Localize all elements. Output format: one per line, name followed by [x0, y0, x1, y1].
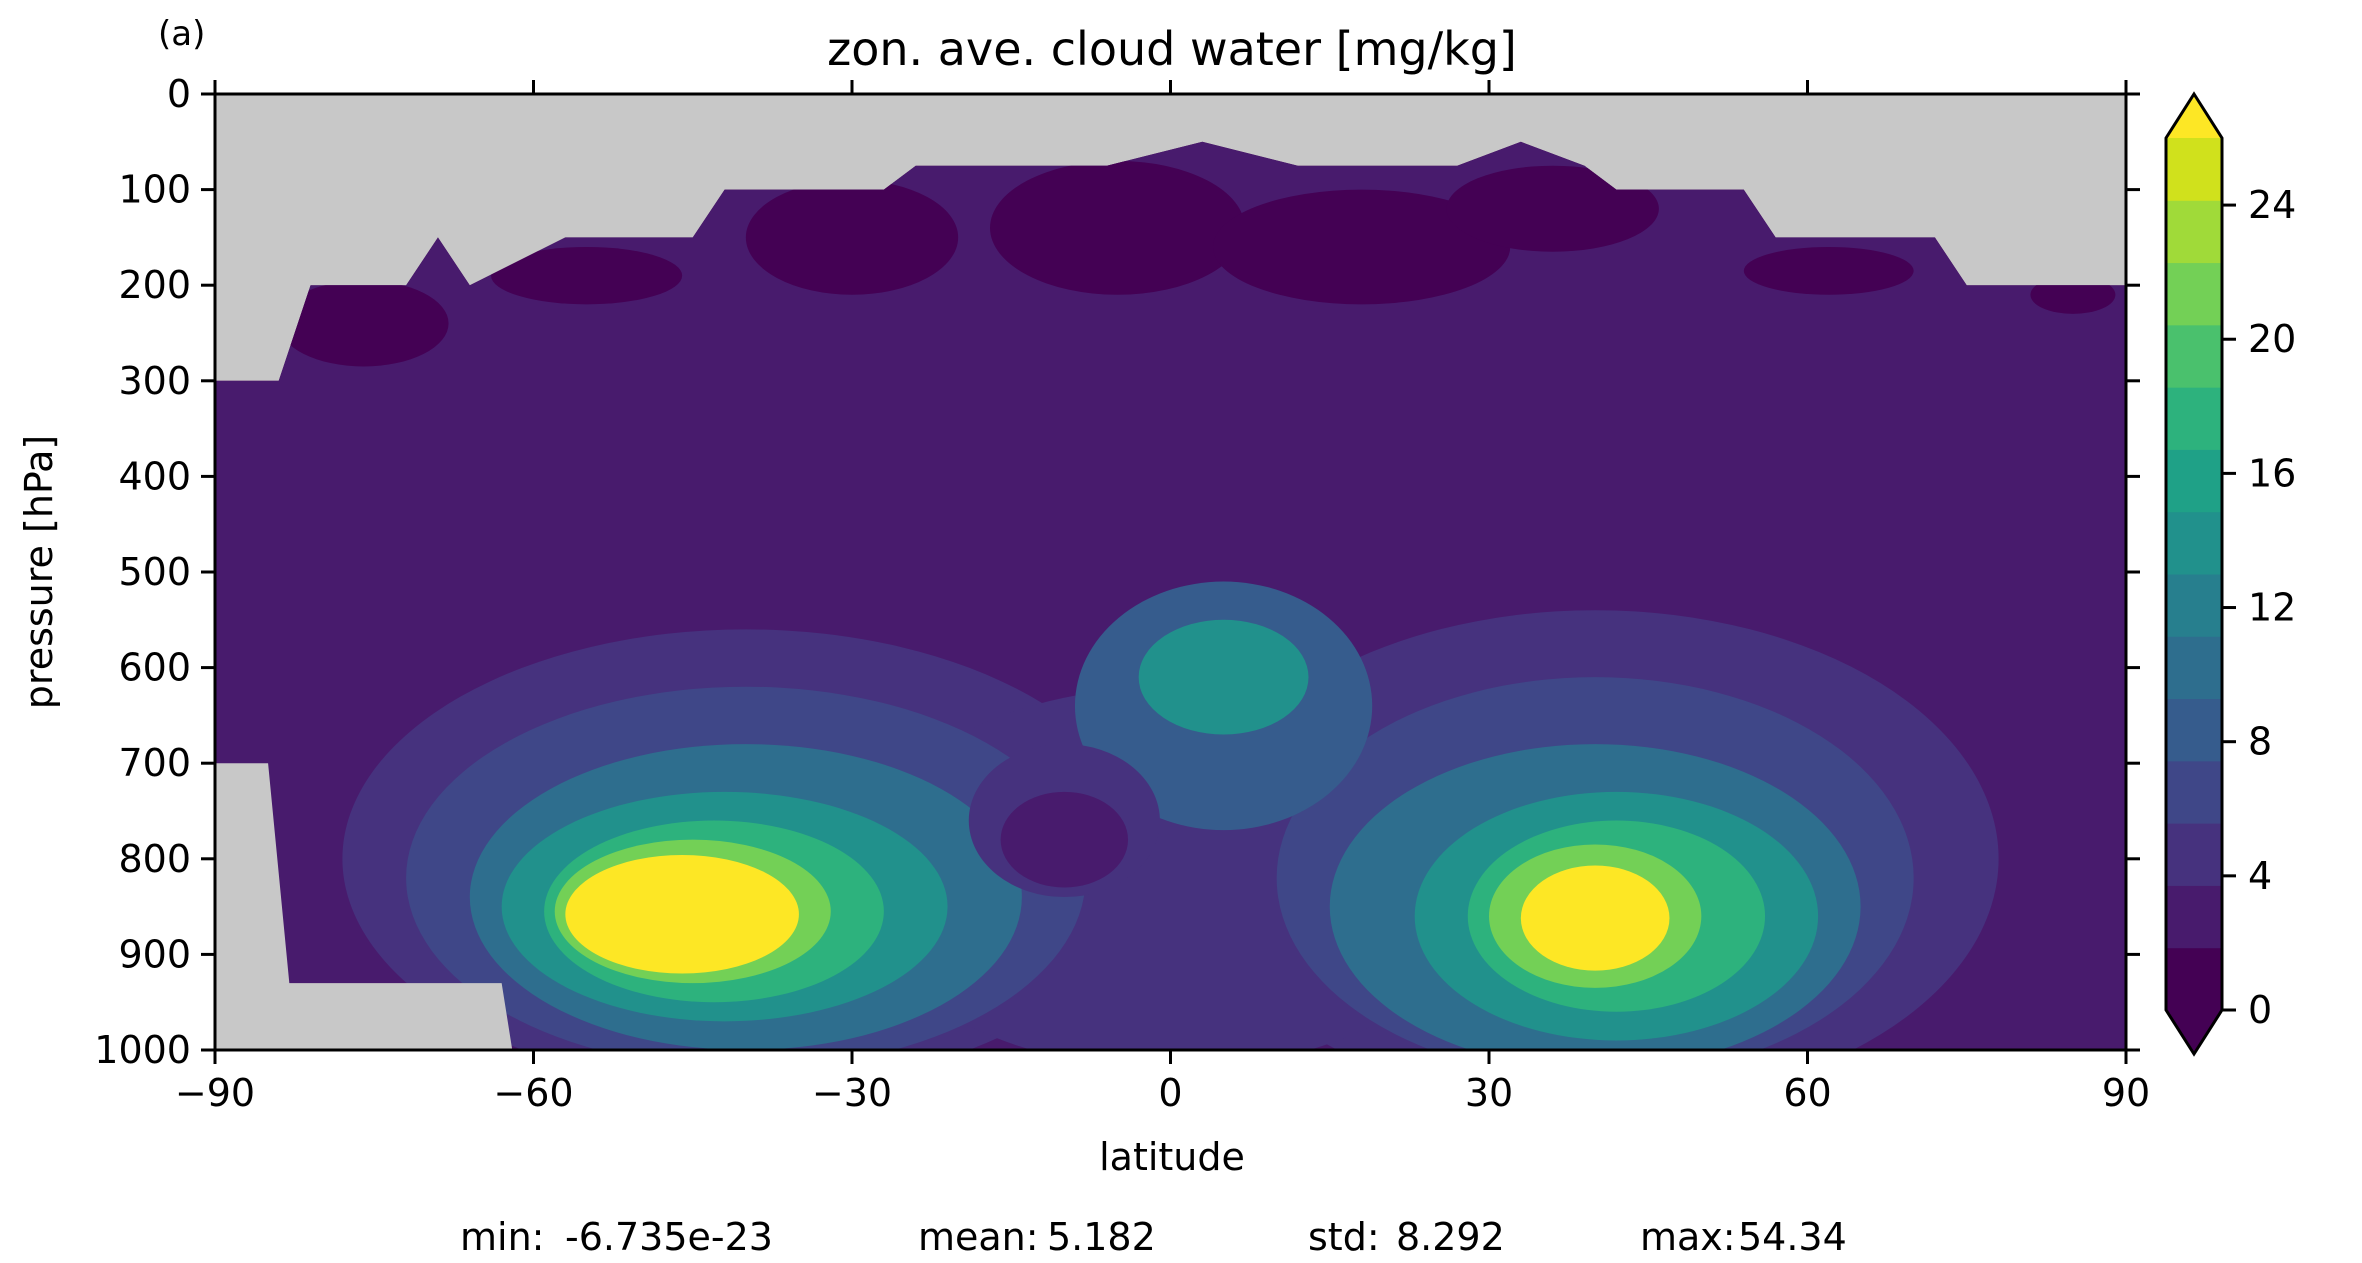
contour-blob	[1212, 189, 1511, 305]
y-tick-label: 700	[118, 741, 191, 785]
chart-title: zon. ave. cloud water [mg/kg]	[827, 22, 1517, 76]
stat-min-value: -6.735e-23	[565, 1215, 773, 1259]
colorbar-segment	[2166, 200, 2222, 264]
y-tick-label: 400	[118, 454, 191, 498]
contour-blob	[990, 160, 1245, 295]
colorbar-tick-label: 4	[2248, 854, 2272, 898]
colorbar-segment	[2166, 636, 2222, 700]
stat-min-label: min:	[460, 1215, 544, 1259]
x-tick-label: −60	[493, 1071, 573, 1115]
colorbar-tick-label: 0	[2248, 988, 2272, 1032]
stat-mean-value: 5.182	[1047, 1215, 1156, 1259]
y-tick-label: 500	[118, 550, 191, 594]
colorbar: 0 4 8 12 16 20 24	[2164, 91, 2296, 1057]
colorbar-segment	[2166, 760, 2222, 824]
y-tick-label: 1000	[94, 1028, 191, 1072]
colorbar-segment	[2166, 511, 2222, 575]
colorbar-tick-label: 8	[2248, 720, 2272, 764]
x-tick-label: 30	[1465, 1071, 1513, 1115]
x-axis: −90 −60 −30 0 30 60 90	[175, 80, 2150, 1115]
contour-blob	[565, 854, 799, 974]
colorbar-segment	[2166, 823, 2222, 886]
stat-std-value: 8.292	[1396, 1215, 1505, 1259]
contour-blob	[1743, 246, 1914, 295]
panel-label: (a)	[158, 14, 205, 54]
y-tick-label: 100	[118, 168, 191, 212]
colorbar-segment	[2166, 574, 2222, 637]
colorbar-segment	[2166, 262, 2222, 326]
colorbar-segment	[2166, 324, 2222, 388]
contour-blob	[278, 280, 449, 367]
contour-blob	[491, 246, 683, 305]
y-axis: 0 100 200 300 400 500 600 700 800 900 1000	[94, 72, 2140, 1072]
colorbar-extend-high	[2166, 94, 2222, 138]
colorbar-tick-label: 24	[2248, 183, 2296, 227]
contour-blob	[1520, 865, 1670, 971]
contour-blob	[2030, 275, 2116, 314]
y-tick-label: 0	[167, 72, 191, 116]
colorbar-segment	[2166, 138, 2222, 201]
contour-layers	[215, 141, 2126, 1050]
colorbar-tick-label: 12	[2248, 586, 2296, 630]
stat-max-label: max:	[1640, 1215, 1736, 1259]
stat-std-label: std:	[1308, 1215, 1380, 1259]
colorbar-extend-low	[2166, 1010, 2222, 1054]
colorbar-segment	[2166, 449, 2222, 513]
y-tick-label: 600	[118, 646, 191, 690]
contour-blob	[1446, 165, 1659, 252]
y-tick-label: 900	[118, 932, 191, 976]
contour-blob	[745, 180, 959, 295]
colorbar-segment	[2166, 387, 2222, 450]
y-tick-label: 300	[118, 359, 191, 403]
contour-blob	[1138, 619, 1309, 735]
stat-max-value: 54.34	[1738, 1215, 1847, 1259]
x-tick-label: 0	[1158, 1071, 1182, 1115]
x-tick-label: 60	[1783, 1071, 1831, 1115]
y-tick-label: 200	[118, 263, 191, 307]
x-tick-label: −90	[175, 1071, 255, 1115]
missing-data-region	[215, 763, 513, 1050]
y-axis-label: pressure [hPa]	[17, 435, 61, 709]
colorbar-segment	[2166, 885, 2222, 949]
colorbar-tick-label: 16	[2248, 451, 2296, 495]
contour-blob	[1000, 791, 1129, 888]
x-axis-label: latitude	[1099, 1135, 1245, 1179]
x-tick-label: −30	[812, 1071, 892, 1115]
colorbar-segment	[2166, 947, 2222, 1011]
x-tick-label: 90	[2102, 1071, 2150, 1115]
stat-mean-label: mean:	[918, 1215, 1039, 1259]
stats-line: min: -6.735e-23 mean: 5.182 std: 8.292 m…	[460, 1215, 1847, 1259]
contour-field	[215, 141, 2126, 1050]
y-tick-label: 800	[118, 837, 191, 881]
plot-area	[213, 92, 2128, 1052]
colorbar-segment	[2166, 698, 2222, 762]
colorbar-tick-label: 20	[2248, 317, 2296, 361]
